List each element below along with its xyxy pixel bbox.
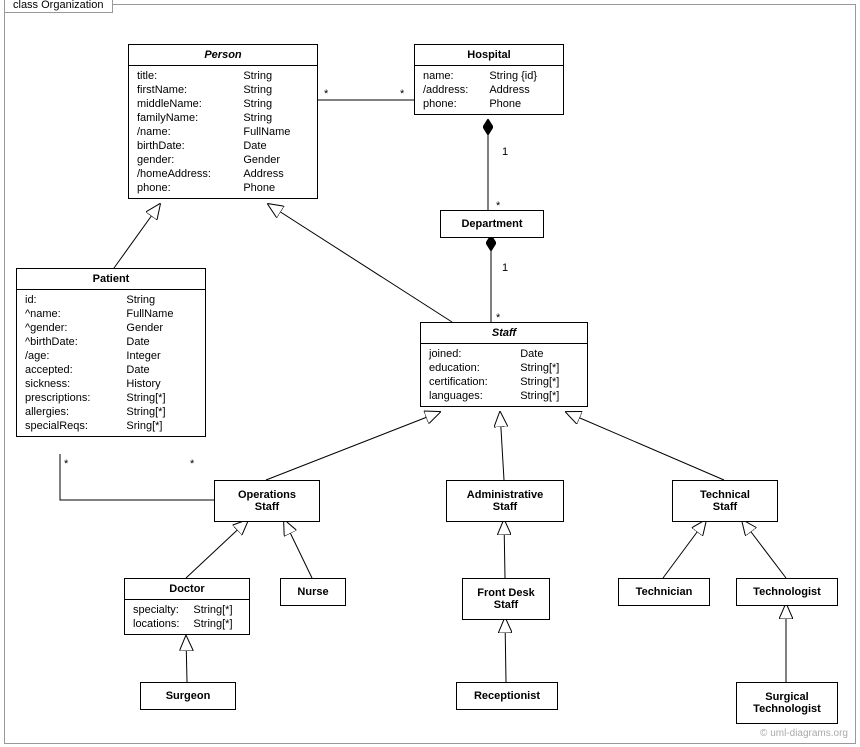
class-person-title: Person [129,45,317,66]
class-hospital: Hospitalname:String {id}/address:Address… [414,44,564,115]
class-surgTech: SurgicalTechnologist [736,682,838,724]
multiplicity-m4: * [496,200,500,212]
class-patient-title: Patient [17,269,205,290]
class-surgeon: Surgeon [140,682,236,710]
class-staff-attrs: joined:Dateeducation:String[*]certificat… [421,344,587,406]
multiplicity-m5: 1 [502,262,508,274]
class-opsStaff: OperationsStaff [214,480,320,522]
class-person-attrs: title:StringfirstName:StringmiddleName:S… [129,66,317,198]
class-department-title: Department [441,211,543,237]
class-opsStaff-title: OperationsStaff [215,481,319,521]
multiplicity-m1: * [324,88,328,100]
class-doctor-attrs: specialty:String[*]locations:String[*] [125,600,249,634]
class-person: Persontitle:StringfirstName:Stringmiddle… [128,44,318,199]
class-staff: Staffjoined:Dateeducation:String[*]certi… [420,322,588,407]
class-department: Department [440,210,544,238]
class-doctor: Doctorspecialty:String[*]locations:Strin… [124,578,250,635]
class-surgeon-title: Surgeon [141,683,235,709]
multiplicity-m8: * [64,458,68,470]
class-nurse: Nurse [280,578,346,606]
class-adminStaff: AdministrativeStaff [446,480,564,522]
multiplicity-m2: * [400,88,404,100]
class-adminStaff-title: AdministrativeStaff [447,481,563,521]
class-staff-title: Staff [421,323,587,344]
class-techStaff-title: TechnicalStaff [673,481,777,521]
class-techStaff: TechnicalStaff [672,480,778,522]
class-technician: Technician [618,578,710,606]
multiplicity-m7: * [190,458,194,470]
class-receptionist-title: Receptionist [457,683,557,709]
class-patient: Patientid:String^name:FullName^gender:Ge… [16,268,206,437]
class-technologist: Technologist [736,578,838,606]
class-hospital-title: Hospital [415,45,563,66]
multiplicity-m3: 1 [502,146,508,158]
class-receptionist: Receptionist [456,682,558,710]
package-tab: class Organization [4,0,113,13]
class-nurse-title: Nurse [281,579,345,605]
multiplicity-m6: * [496,312,500,324]
class-hospital-attrs: name:String {id}/address:Addressphone:Ph… [415,66,563,114]
class-patient-attrs: id:String^name:FullName^gender:Gender^bi… [17,290,205,436]
class-technician-title: Technician [619,579,709,605]
class-frontDesk: Front DeskStaff [462,578,550,620]
class-doctor-title: Doctor [125,579,249,600]
class-surgTech-title: SurgicalTechnologist [737,683,837,723]
class-frontDesk-title: Front DeskStaff [463,579,549,619]
copyright-label: © uml-diagrams.org [760,728,848,739]
class-technologist-title: Technologist [737,579,837,605]
